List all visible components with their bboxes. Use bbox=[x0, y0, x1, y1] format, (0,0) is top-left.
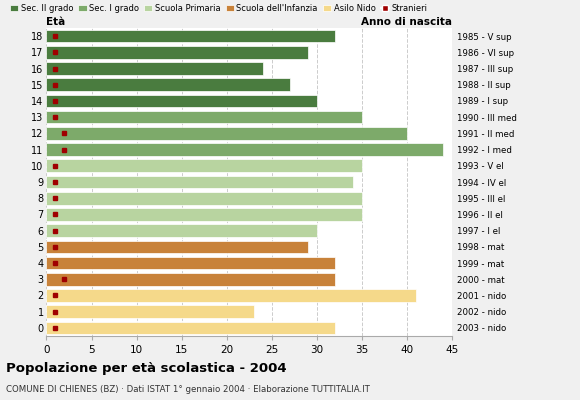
Bar bbox=[46, 30, 335, 42]
Text: Età: Età bbox=[46, 17, 66, 27]
Bar bbox=[46, 176, 353, 188]
Text: Popolazione per età scolastica - 2004: Popolazione per età scolastica - 2004 bbox=[6, 362, 287, 375]
Bar bbox=[46, 305, 254, 318]
Bar bbox=[46, 257, 335, 269]
Text: Anno di nascita: Anno di nascita bbox=[361, 17, 452, 27]
Bar bbox=[46, 111, 362, 124]
Bar bbox=[46, 78, 290, 91]
Bar bbox=[46, 273, 335, 286]
Bar bbox=[46, 289, 416, 302]
Text: COMUNE DI CHIENES (BZ) · Dati ISTAT 1° gennaio 2004 · Elaborazione TUTTITALIA.IT: COMUNE DI CHIENES (BZ) · Dati ISTAT 1° g… bbox=[6, 385, 369, 394]
Bar bbox=[46, 95, 317, 107]
Bar bbox=[46, 160, 362, 172]
Bar bbox=[46, 143, 443, 156]
Bar bbox=[46, 224, 317, 237]
Bar bbox=[46, 240, 308, 253]
Bar bbox=[46, 62, 263, 75]
Bar bbox=[46, 127, 407, 140]
Bar bbox=[46, 46, 308, 59]
Bar bbox=[46, 322, 335, 334]
Bar bbox=[46, 192, 362, 204]
Legend: Sec. II grado, Sec. I grado, Scuola Primaria, Scuola dell'Infanzia, Asilo Nido, : Sec. II grado, Sec. I grado, Scuola Prim… bbox=[10, 4, 427, 13]
Bar bbox=[46, 208, 362, 221]
